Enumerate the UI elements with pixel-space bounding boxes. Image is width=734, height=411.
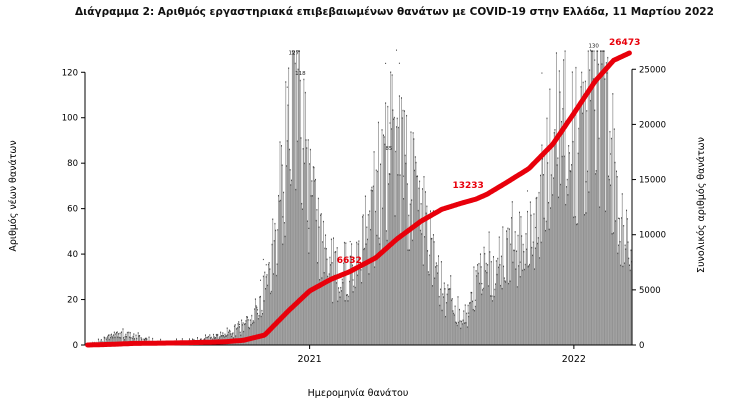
y-left-tick-label: 60 xyxy=(67,205,78,215)
y-left-tick-label: 40 xyxy=(67,250,78,260)
y-left-tick-label: 120 xyxy=(62,68,78,78)
y-right-tick-label: 0 xyxy=(639,341,644,351)
y-axis-label-left: Αριθμός νέων θανάτων xyxy=(8,140,19,251)
y-left-tick-label: 0 xyxy=(73,341,78,351)
line-annotation: 13233 xyxy=(452,181,483,191)
bar-peak-label: 130 xyxy=(588,44,599,50)
y-right-tick-label: 10000 xyxy=(639,231,666,241)
plot-area: 2021 2022 0 20 40 60 80 100 120 0 5000 10000 15000 20… xyxy=(62,38,666,365)
cumulative-deaths-line xyxy=(85,50,632,348)
x-axis-label: Ημερομηνία θανάτου xyxy=(308,388,409,399)
x-axis-tick-label: 2021 xyxy=(298,354,322,365)
line-annotation: 26473 xyxy=(609,38,640,48)
line-annotations: 6632 13233 26473 xyxy=(337,38,641,266)
bar-peak-label: 118 xyxy=(295,71,306,77)
chart-title: Διάγραμμα 2: Αριθμός εργαστηριακά επιβεβ… xyxy=(75,6,714,18)
bar-peak-labels: 127 118 85 130 xyxy=(289,44,600,152)
y-right-tick-label: 5000 xyxy=(639,286,661,296)
line-annotation: 6632 xyxy=(337,256,362,266)
y-right-tick-label: 15000 xyxy=(639,176,666,186)
y-axis-label-right: Συνολικός αριθμός θανάτων xyxy=(696,137,707,273)
bar-peak-label: 127 xyxy=(289,50,300,56)
y-left-tick-label: 20 xyxy=(67,296,78,306)
y-right-tick-label: 25000 xyxy=(639,65,666,75)
y-left-tick-label: 100 xyxy=(62,114,78,124)
bar-peak-label: 85 xyxy=(385,146,392,152)
y-right-tick-label: 20000 xyxy=(639,120,666,130)
daily-deaths-bars xyxy=(84,49,633,346)
x-axis-tick-label: 2022 xyxy=(562,354,586,365)
axis-tick-labels: 2021 2022 0 20 40 60 80 100 120 0 5000 10000 15000 20… xyxy=(62,65,666,365)
y-left-tick-label: 80 xyxy=(67,159,78,169)
